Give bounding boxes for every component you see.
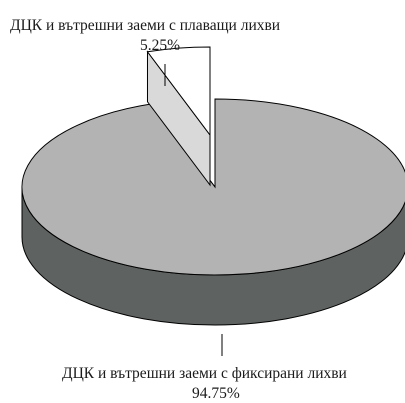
pie-slice-top-0: [21, 98, 405, 276]
slice-label-fixed-value: 94.75%: [192, 385, 240, 402]
slice-label-floating-name: ДЦК и вътрешни заеми с плаващи лихви: [10, 17, 280, 34]
pie-slice-0: [21, 98, 405, 326]
slice-label-fixed-name: ДЦК и вътрешни заеми с фиксирани лихви: [62, 365, 347, 382]
pie-slice-top-1: [146, 46, 211, 137]
slice-label-floating-value: 5.25%: [140, 37, 180, 54]
pie-slice-1: [146, 46, 211, 187]
pie-slices: [21, 46, 405, 326]
